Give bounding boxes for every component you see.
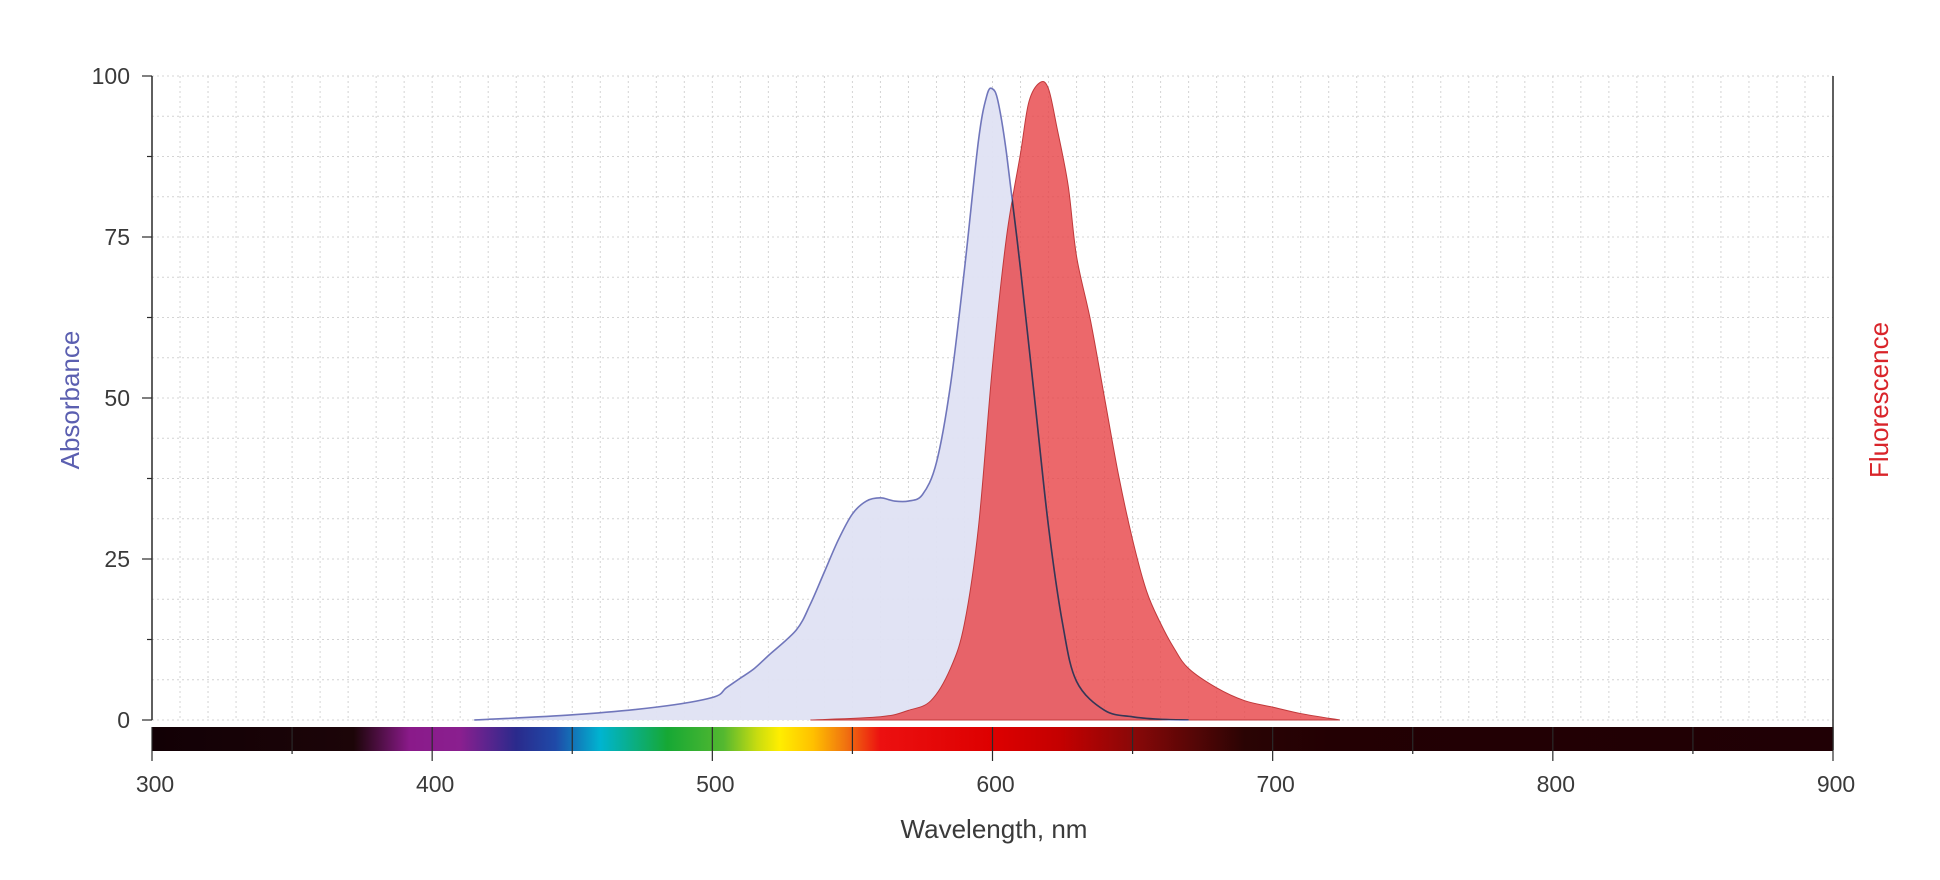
x-axis-title: Wavelength, nm [901, 814, 1088, 844]
y-tick-label: 50 [104, 385, 130, 411]
x-tick-label: 800 [1537, 771, 1575, 797]
y-tick-label: 100 [92, 63, 130, 89]
y-axis-title-fluorescence: Fluorescence [1864, 322, 1894, 478]
y-axis-title-absorbance: Absorbance [55, 331, 85, 470]
x-tick-label: 900 [1817, 771, 1855, 797]
x-tick-label: 600 [976, 771, 1014, 797]
y-tick-label: 25 [104, 546, 130, 572]
x-tick-label: 500 [696, 771, 734, 797]
series-layer [474, 80, 1340, 721]
x-tick-label: 700 [1256, 771, 1294, 797]
fluorescence-area [810, 80, 1340, 721]
y-tick-label: 75 [104, 224, 130, 250]
x-tick-label: 400 [416, 771, 454, 797]
y-tick-label: 0 [117, 707, 130, 733]
tick-marks [142, 75, 1834, 761]
tick-labels: 300 400 500 600 700 800 900 0 25 50 75 100 [92, 63, 1856, 797]
x-tick-label: 300 [136, 771, 174, 797]
